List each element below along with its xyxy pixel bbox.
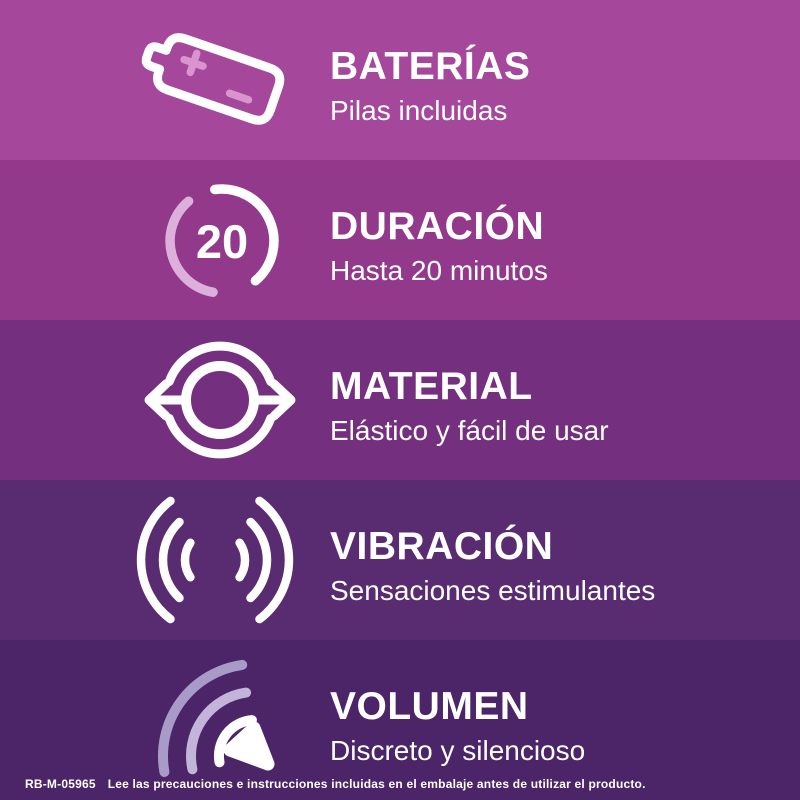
vibration-icon — [135, 490, 295, 630]
band-volumen: VOLUMEN Discreto y silencioso RB-M-05965… — [0, 640, 800, 800]
timer-value: 20 — [196, 215, 248, 268]
feature-title: DURACIÓN — [330, 204, 545, 248]
feature-title: VOLUMEN — [330, 684, 529, 728]
stretch-icon — [140, 340, 300, 460]
disclaimer-text: Lee las precauciones e instrucciones inc… — [107, 777, 646, 791]
feature-subtitle: Pilas incluidas — [330, 94, 508, 126]
feature-subtitle: Sensaciones estimulantes — [330, 574, 656, 606]
feature-title: MATERIAL — [330, 364, 533, 408]
battery-icon — [128, 14, 298, 144]
band-vibracion: VIBRACIÓN Sensaciones estimulantes — [0, 480, 800, 640]
feature-title: VIBRACIÓN — [330, 524, 554, 568]
feature-subtitle: Hasta 20 minutos — [330, 254, 548, 286]
product-code: RB-M-05965 — [25, 777, 96, 791]
feature-subtitle: Elástico y fácil de usar — [330, 414, 609, 446]
band-baterias: BATERÍAS Pilas incluidas — [0, 0, 800, 160]
band-duracion: 20 DURACIÓN Hasta 20 minutos — [0, 160, 800, 320]
band-material: MATERIAL Elástico y fácil de usar — [0, 320, 800, 480]
feature-subtitle: Discreto y silencioso — [330, 734, 586, 766]
feature-title: BATERÍAS — [330, 44, 531, 88]
volume-icon — [150, 648, 290, 778]
timer-icon: 20 — [157, 176, 287, 306]
legal-disclaimer: RB-M-05965 Lee las precauciones e instruc… — [25, 777, 646, 791]
